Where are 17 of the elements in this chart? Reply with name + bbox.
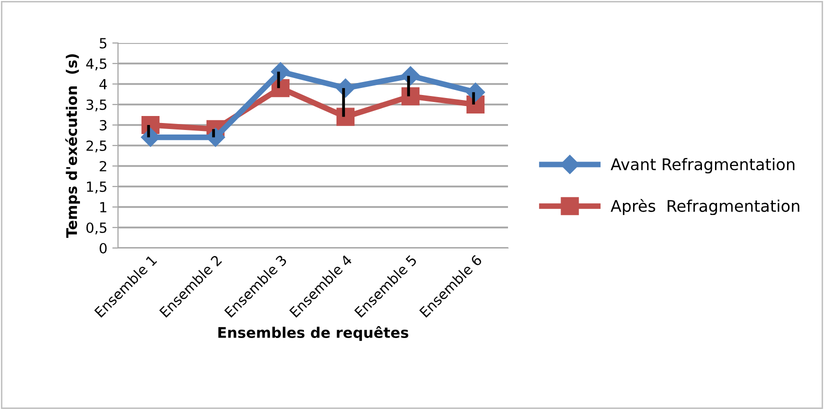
y-tick-label: 4,5: [86, 58, 106, 70]
y-tick-label: 1: [100, 202, 106, 212]
y-tick-label: 2,5: [86, 140, 106, 152]
y-tick-label: 3: [100, 120, 106, 130]
point: [336, 108, 355, 126]
legend-label: Avant Refragmentation: [610, 158, 794, 174]
point: [401, 87, 420, 106]
y-axis-title: Temps d'exécution (s): [65, 54, 80, 238]
y-tick-label: 0: [100, 242, 107, 254]
y-tick-label: 4: [99, 79, 107, 90]
x-axis-title: Ensembles de requêtes: [218, 326, 408, 341]
y-tick-label: 5: [100, 38, 106, 48]
y-tick-label: 3,5: [86, 99, 106, 112]
y-tick-label: 0,5: [86, 222, 106, 234]
y-tick-label: 2: [100, 160, 106, 172]
legend-label: Après Refragmentation: [610, 198, 800, 216]
y-tick-label: 1,5: [87, 182, 106, 194]
